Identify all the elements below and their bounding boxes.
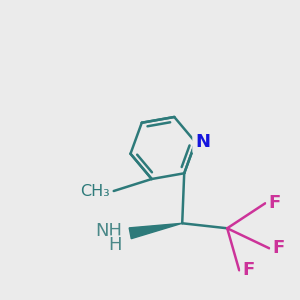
Polygon shape	[129, 223, 182, 239]
Text: N: N	[195, 133, 210, 151]
Text: F: F	[272, 239, 284, 257]
Text: F: F	[268, 194, 280, 212]
Text: F: F	[242, 261, 254, 279]
Text: H: H	[109, 236, 122, 254]
Text: CH₃: CH₃	[80, 184, 110, 199]
Text: NH: NH	[95, 222, 122, 240]
